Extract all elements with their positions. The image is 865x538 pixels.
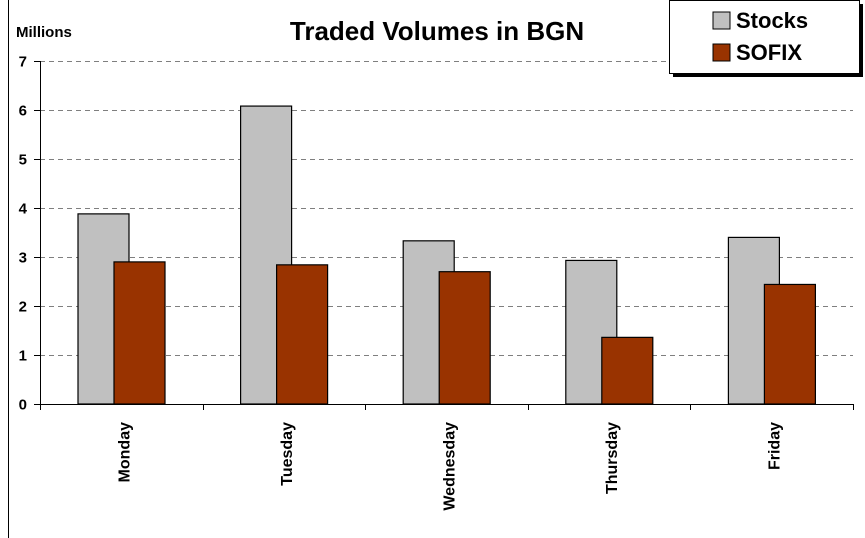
legend-label: Stocks — [736, 8, 808, 33]
x-tick-label: Thursday — [604, 422, 621, 494]
bar-sofix-thursday — [601, 336, 654, 405]
legend: Stocks SOFIX — [669, 0, 863, 77]
axes: 0 1 2 3 4 5 6 7 Monday Tuesday Wednesday Thursday Fr… — [19, 54, 854, 511]
legend-label: SOFIX — [736, 40, 802, 65]
bars — [77, 105, 817, 405]
legend-swatch — [712, 11, 731, 30]
x-tick-label: Wednesday — [442, 422, 459, 511]
legend-box — [669, 0, 860, 74]
bar-sofix-wednesday — [438, 271, 491, 405]
bar-sofix-tuesday — [276, 264, 329, 405]
x-tick-label: Tuesday — [279, 422, 296, 486]
x-tick-label: Friday — [767, 422, 784, 470]
x-tick-label: Monday — [116, 422, 133, 483]
y-tick-label: 0 — [19, 397, 27, 414]
y-unit-label: Millions — [16, 24, 72, 41]
y-tick-label: 3 — [19, 250, 27, 267]
bar-sofix-monday — [113, 261, 166, 405]
y-tick-label: 5 — [19, 152, 27, 169]
y-tick-label: 6 — [19, 103, 27, 120]
bar-sofix-friday — [763, 283, 817, 405]
y-tick-label: 4 — [19, 201, 28, 218]
chart-title: Traded Volumes in BGN — [290, 16, 584, 46]
y-tick-label: 1 — [19, 348, 27, 365]
y-tick-label: 7 — [19, 54, 27, 71]
legend-swatch — [712, 43, 731, 62]
y-tick-label: 2 — [19, 299, 27, 316]
